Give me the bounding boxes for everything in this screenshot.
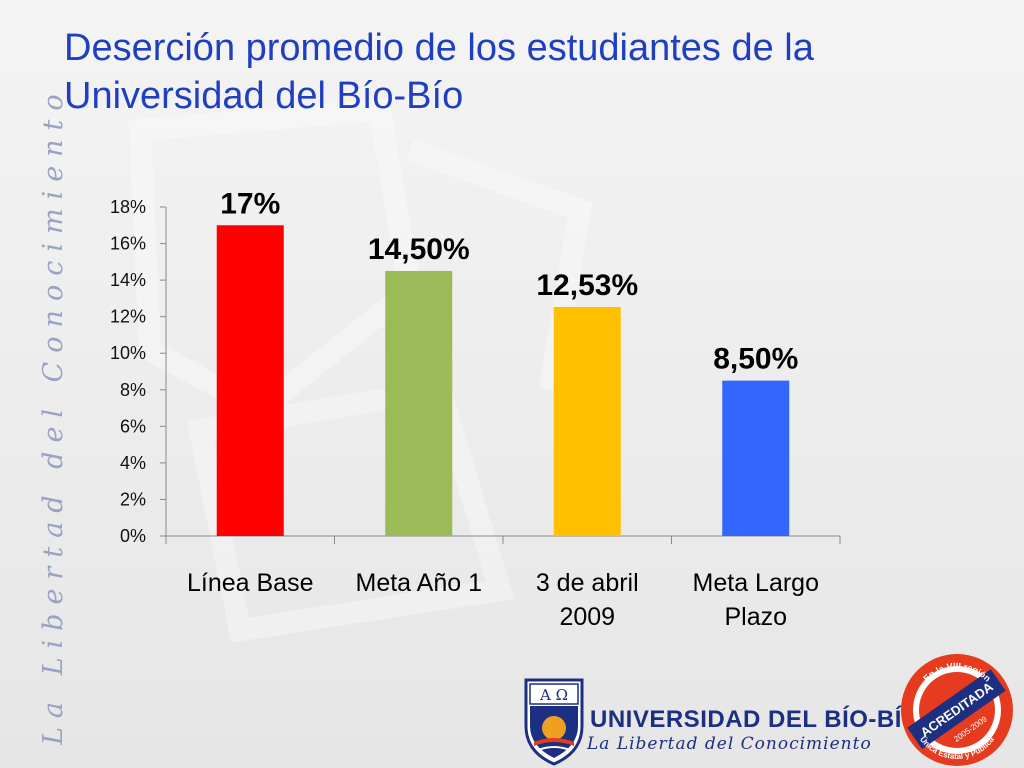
- category-labels: Línea Base Meta Año 1 3 de abril 2009 Meta L…: [187, 569, 819, 631]
- y-tick-label: 2%: [120, 489, 146, 509]
- bars: [216, 225, 790, 536]
- y-tick-label: 6%: [120, 416, 146, 436]
- slide-title: Deserción promedio de los estudiantes de…: [64, 27, 814, 117]
- bar: [216, 225, 284, 536]
- data-label: 8,50%: [713, 343, 798, 376]
- y-tick-label: 16%: [110, 234, 146, 254]
- y-axis: 0% 2% 4% 6% 8% 10% 12% 14% 16% 18%: [110, 197, 167, 546]
- y-tick-label: 14%: [110, 270, 146, 290]
- x-axis: [165, 535, 841, 544]
- bar: [385, 270, 453, 536]
- data-label: 14,50%: [368, 233, 470, 266]
- y-tick-label: 8%: [120, 380, 146, 400]
- category-label-line: 2009: [559, 603, 615, 631]
- y-tick-label: 12%: [110, 307, 146, 327]
- data-label: 12,53%: [536, 269, 638, 302]
- category-label: Línea Base: [187, 569, 314, 597]
- university-name: UNIVERSIDAD DEL BÍO-BÍO: [590, 706, 922, 733]
- category-label: 3 de abril 2009: [536, 569, 639, 631]
- y-tick-label: 4%: [120, 453, 146, 473]
- crest-letters: A Ω: [539, 686, 568, 704]
- crest-icon: A Ω: [524, 678, 584, 766]
- category-label-line: Plazo: [724, 603, 787, 631]
- y-tick-label: 18%: [110, 197, 146, 217]
- y-tick-label: 0%: [120, 526, 146, 546]
- university-logo: A Ω: [524, 678, 584, 766]
- category-label-line: Meta Año 1: [356, 569, 482, 597]
- data-labels: 17% 14,50% 12,53% 8,50%: [220, 187, 798, 375]
- y-tick-label: 10%: [110, 343, 146, 363]
- bar-chart: 0% 2% 4% 6% 8% 10% 12% 14% 16% 18% 17% 14,50% 12,53…: [110, 187, 841, 631]
- bar: [553, 306, 621, 536]
- bar: [722, 380, 790, 536]
- accreditation-seal: ACREDITADA 2005-2009 En la VIII región Ú…: [901, 654, 1013, 766]
- category-label: Meta Año 1: [356, 569, 482, 597]
- university-motto: La Libertad del Conocimiento: [587, 734, 872, 754]
- category-label-line: Meta Largo: [693, 569, 819, 597]
- category-label: Meta Largo Plazo: [693, 569, 819, 631]
- category-label-line: 3 de abril: [536, 569, 639, 597]
- category-label-line: Línea Base: [187, 569, 314, 597]
- data-label: 17%: [220, 187, 280, 220]
